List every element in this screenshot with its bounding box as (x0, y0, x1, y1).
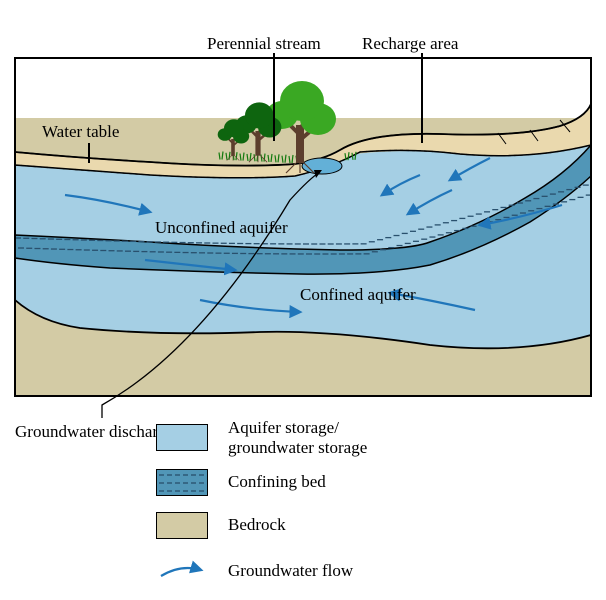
label-water_table: Water table (42, 122, 119, 142)
leader (273, 53, 275, 141)
label-discharge: Groundwater discharge (15, 422, 174, 442)
legend-text-aquifer-2: groundwater storage (228, 438, 367, 458)
legend-text-aquifer-1: Aquifer storage/ (228, 418, 339, 438)
label-perennial_stream: Perennial stream (207, 34, 321, 54)
legend-text-confining_bed: Confining bed (228, 472, 326, 492)
legend-swatch-aquifer (156, 424, 208, 451)
leader (421, 53, 423, 143)
legend-text-flow_arrow: Groundwater flow (228, 561, 353, 581)
label-unconfined: Unconfined aquifer (155, 218, 288, 238)
label-recharge_area: Recharge area (362, 34, 458, 54)
legend-text-bedrock: Bedrock (228, 515, 286, 535)
leader (88, 143, 90, 163)
label-confined: Confined aquifer (300, 285, 416, 305)
legend-arrow-icon (156, 558, 206, 583)
legend-swatch-bedrock (156, 512, 208, 539)
legend-swatch-confining_bed (156, 469, 208, 496)
